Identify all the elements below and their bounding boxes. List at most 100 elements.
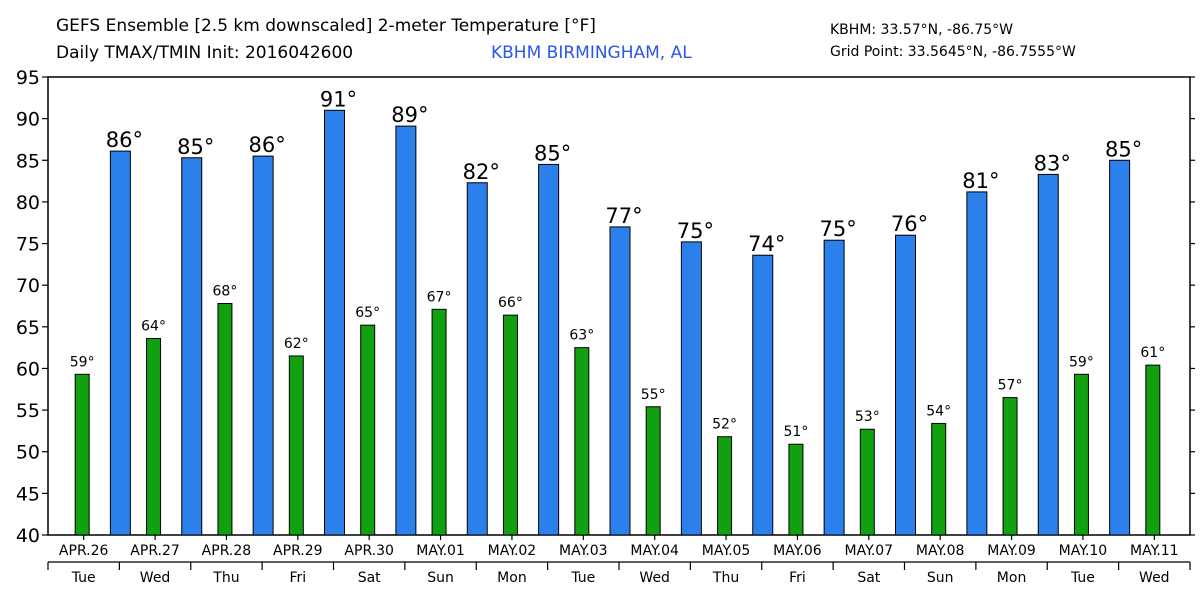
weekday-label: Thu [712,570,739,586]
tmin-bar [645,406,661,536]
y-tick-label: 85 [16,150,40,172]
tmin-bar [717,436,733,536]
x-tick-label: MAY.09 [987,543,1036,559]
tmin-bar [1073,373,1089,536]
station-name: KBHM BIRMINGHAM, AL [491,43,692,63]
tmin-bar [859,428,875,536]
tmax-value-label: 85° [1105,137,1142,161]
x-tick-label: APR.30 [344,543,394,559]
weekday-label: Tue [71,570,96,586]
y-tick-label: 55 [16,400,40,422]
tmin-bar [502,314,518,536]
x-tick-label: MAY.03 [559,543,608,559]
tmin-value-label: 67° [427,289,452,305]
tmin-bar [431,308,447,536]
weekday-label: Sun [427,570,454,586]
weekday-label: Fri [289,570,306,586]
x-tick-label: MAY.05 [702,543,751,559]
tmin-bar [1002,397,1018,536]
y-tick-label: 95 [16,67,40,89]
tmax-bar [823,239,845,536]
tmin-bar [931,422,947,536]
tmax-value-label: 76° [891,212,928,236]
tmin-value-label: 55° [641,387,666,403]
station-coordinates: KBHM: 33.57°N, -86.75°W [830,22,1013,38]
tmin-bar [788,443,804,536]
weekday-label: Mon [497,570,527,586]
x-tick-label: APR.27 [130,543,180,559]
tmin-value-label: 61° [1140,345,1165,361]
tmax-value-label: 86° [249,133,286,157]
tmin-value-label: 59° [70,354,95,370]
tmax-bar [680,241,702,536]
x-tick-label: APR.29 [273,543,323,559]
x-tick-label: MAY.11 [1130,543,1179,559]
tmin-value-label: 53° [855,409,880,425]
x-tick-label: MAY.07 [845,543,894,559]
tmax-bar [966,191,988,536]
tmax-value-label: 85° [177,135,214,159]
tmin-bar [146,337,162,536]
y-tick-label: 80 [16,192,40,214]
tmax-value-label: 75° [677,219,714,243]
tmin-bar [74,373,90,536]
weekday-label: Tue [1070,570,1095,586]
weekday-label: Tue [570,570,595,586]
tmin-value-label: 68° [213,284,238,300]
tmin-value-label: 52° [712,417,737,433]
weekday-label: Thu [212,570,239,586]
tmin-value-label: 57° [998,378,1023,394]
x-tick-label: MAY.06 [773,543,822,559]
weekday-label: Fri [789,570,806,586]
tmax-bar [181,157,203,536]
tmin-bar [217,303,233,536]
tmax-value-label: 86° [106,128,143,152]
tmax-value-label: 85° [534,141,571,165]
tmax-bar [609,226,631,536]
tmax-value-label: 89° [391,103,428,127]
tmax-bar [252,155,274,536]
tmax-value-label: 75° [820,217,857,241]
chart-subtitle: Daily TMAX/TMIN Init: 2016042600 [56,43,354,63]
x-tick-label: MAY.08 [916,543,965,559]
y-tick-label: 75 [16,234,40,256]
x-tick-label: APR.26 [59,543,109,559]
y-tick-label: 65 [16,317,40,339]
y-tick-label: 70 [16,275,40,297]
weekday-label: Sat [358,570,381,586]
weekday-label: Wed [140,570,171,586]
weekday-label: Mon [997,570,1027,586]
weekday-label: Sun [927,570,954,586]
grid-point-coordinates: Grid Point: 33.5645°N, -86.7555°W [830,44,1076,60]
x-tick-label: MAY.10 [1059,543,1108,559]
x-tick-label: MAY.04 [630,543,679,559]
tmax-value-label: 83° [1034,151,1071,175]
tmax-bar [109,150,131,536]
x-tick-label: APR.28 [202,543,252,559]
tmax-bar [895,234,916,536]
tmax-value-label: 82° [463,160,500,184]
tmax-value-label: 77° [605,204,642,228]
x-tick-label: MAY.02 [488,543,537,559]
tmax-bar [324,109,345,536]
tmin-value-label: 62° [284,336,309,352]
tmax-value-label: 81° [962,169,999,193]
tmin-bar [1145,364,1161,536]
tmax-bar [538,163,560,536]
tmin-bar [360,324,376,536]
tmin-value-label: 54° [926,403,951,419]
weekday-label: Wed [1139,570,1170,586]
tmax-bar [1037,173,1059,536]
y-tick-label: 40 [16,525,40,547]
y-tick-label: 50 [16,442,40,464]
tmax-value-label: 91° [320,87,357,111]
y-tick-label: 90 [16,109,40,131]
tmin-value-label: 64° [141,318,166,334]
tmin-value-label: 59° [1069,354,1094,370]
tmin-bar [288,355,304,536]
tmin-value-label: 63° [569,328,594,344]
tmin-value-label: 66° [498,295,523,311]
tmax-bar [1109,159,1131,536]
tmax-bar [395,125,417,536]
